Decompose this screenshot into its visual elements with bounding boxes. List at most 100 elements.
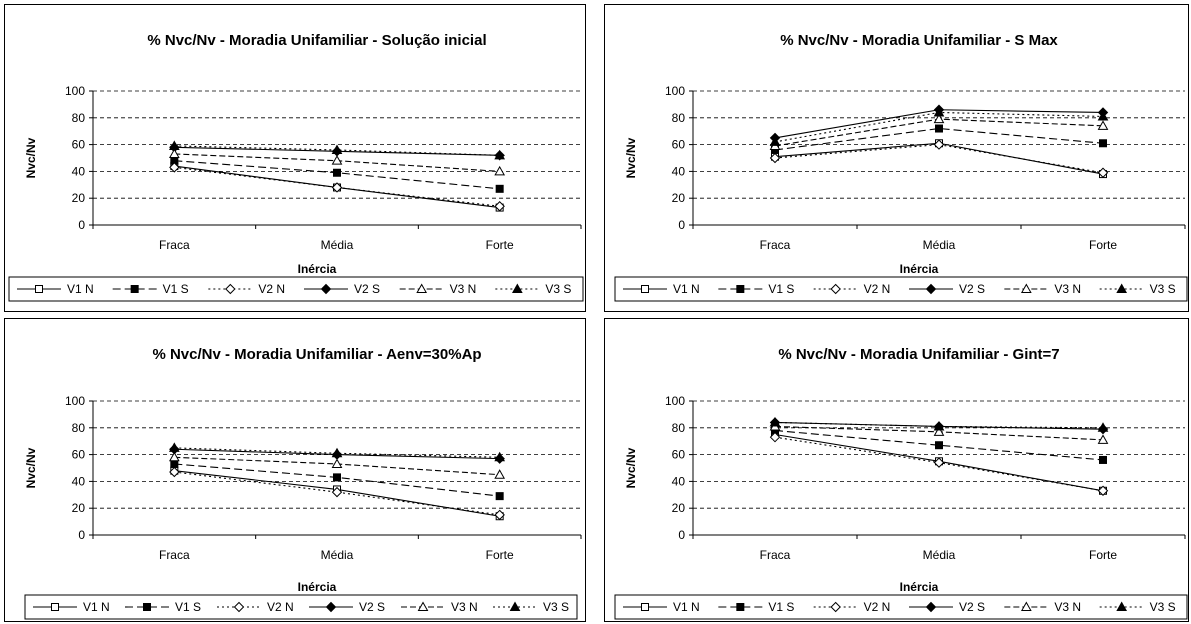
x-tick-label: Média	[923, 548, 956, 562]
legend-item-v3-n: V3 N	[1004, 600, 1081, 614]
y-tick-label: 100	[65, 84, 85, 98]
legend-item-v3-s: V3 S	[1099, 282, 1176, 296]
series-v2-n	[769, 431, 1109, 496]
legend-label: V1 S	[175, 600, 201, 614]
legend-box	[614, 594, 1188, 620]
data-point	[331, 447, 343, 458]
data-point	[333, 473, 341, 482]
legend-swatch-marker	[1020, 283, 1032, 293]
y-tick-label: 40	[72, 474, 86, 488]
legend-label: V1 N	[83, 600, 110, 614]
legend-label: V2 S	[959, 282, 985, 296]
y-tick-label: 60	[672, 448, 686, 462]
legend-swatch-marker	[1020, 601, 1032, 611]
series-line	[774, 429, 1104, 461]
x-tick-label: Forte	[486, 548, 514, 562]
legend-item-v2-s: V2 S	[309, 600, 385, 614]
legend-swatch-marker	[1116, 283, 1128, 293]
legend-label: V1 S	[768, 600, 794, 614]
series-line	[174, 145, 500, 156]
legend-swatch-marker	[736, 603, 745, 611]
legend-label: V1 S	[163, 282, 189, 296]
legend-swatch-marker	[143, 603, 151, 611]
legend-swatch-marker	[830, 283, 841, 295]
data-point	[933, 139, 945, 150]
legend-box	[8, 276, 584, 302]
legend-label: V3 N	[450, 282, 477, 296]
data-point	[494, 451, 506, 462]
line-chart: % Nvc/Nv - Moradia Unifamiliar - S Max 0 2…	[614, 32, 1188, 302]
data-point	[935, 124, 943, 133]
chart-title: % Nvc/Nv - Moradia Unifamiliar - Gint=7	[778, 346, 1059, 363]
legend: V1 N V1 S V2 N V2 S V3 N V3 S	[8, 276, 584, 302]
legend-item-v1-n: V1 N	[17, 282, 94, 296]
line-chart: % Nvc/Nv - Moradia Unifamiliar - Aenv=30…	[24, 346, 582, 620]
data-point	[1097, 485, 1109, 496]
y-tick-label: 40	[672, 164, 686, 178]
legend-item-v3-n: V3 N	[401, 600, 478, 614]
legend-label: V2 S	[359, 600, 385, 614]
legend-label: V3 N	[451, 600, 478, 614]
series-v3-n	[168, 148, 506, 176]
legend-swatch-marker	[325, 601, 337, 613]
legend-swatch-marker	[320, 283, 332, 295]
data-point	[331, 182, 343, 193]
chart-title: % Nvc/Nv - Moradia Unifamiliar - S Max	[780, 32, 1058, 49]
legend-item-v1-s: V1 S	[718, 600, 794, 614]
data-point	[935, 441, 943, 450]
y-tick-label: 100	[65, 394, 85, 408]
y-tick-label: 60	[672, 138, 686, 152]
y-tick-label: 100	[665, 394, 685, 408]
x-tick-label: Forte	[1089, 548, 1117, 562]
chart-panel-solucao-inicial: % Nvc/Nv - Moradia Unifamiliar - Solução…	[4, 4, 586, 312]
data-point	[168, 451, 180, 462]
legend-item-v1-n: V1 N	[33, 600, 110, 614]
data-point	[333, 168, 341, 177]
data-point	[1097, 120, 1109, 130]
legend-label: V2 S	[959, 600, 985, 614]
data-point	[933, 420, 945, 431]
series-v2-n	[169, 466, 505, 521]
y-tick-label: 20	[672, 191, 686, 205]
x-tick-label: Forte	[486, 238, 514, 252]
y-tick-label: 0	[78, 218, 85, 232]
data-point	[170, 459, 179, 468]
data-point	[933, 457, 945, 468]
data-point	[331, 458, 343, 468]
x-axis-label: Inércia	[900, 580, 939, 594]
x-tick-label: Fraca	[159, 238, 190, 252]
legend-label: V1 S	[768, 282, 794, 296]
data-point	[169, 466, 180, 478]
series-v3-n	[168, 451, 506, 479]
data-point	[331, 486, 343, 498]
legend-label: V3 S	[1150, 600, 1176, 614]
x-tick-label: Média	[321, 238, 354, 252]
legend-label: V3 N	[1054, 600, 1081, 614]
y-tick-label: 0	[678, 218, 685, 232]
legend-item-v1-s: V1 S	[112, 282, 189, 296]
legend-item-v2-n: V2 N	[217, 600, 294, 614]
y-tick-label: 60	[72, 138, 86, 152]
line-chart: % Nvc/Nv - Moradia Unifamiliar - Gint=7 0…	[614, 346, 1188, 620]
chart-title: % Nvc/Nv - Moradia Unifamiliar - Aenv=30…	[152, 346, 481, 363]
legend-swatch-marker	[509, 601, 521, 611]
legend-item-v3-n: V3 N	[1004, 282, 1081, 296]
legend-item-v3-s: V3 S	[1099, 600, 1176, 614]
legend-label: V3 S	[545, 282, 571, 296]
legend-item-v2-s: V2 S	[304, 282, 380, 296]
legend-label: V1 N	[673, 600, 700, 614]
y-tick-label: 80	[72, 111, 86, 125]
legend-label: V1 N	[673, 282, 700, 296]
legend-swatch-marker	[417, 601, 429, 611]
legend-item-v2-n: V2 N	[208, 282, 285, 296]
legend-label: V3 S	[543, 600, 569, 614]
legend-item-v3-s: V3 S	[495, 282, 571, 296]
legend-item-v2-n: V2 N	[813, 600, 890, 614]
chart-title: % Nvc/Nv - Moradia Unifamiliar - Solução…	[147, 32, 486, 49]
legend-item-v1-n: V1 N	[623, 282, 700, 296]
data-point	[494, 201, 505, 212]
legend-label: V1 N	[67, 282, 94, 296]
data-point	[495, 184, 504, 193]
data-point	[1099, 455, 1107, 464]
y-tick-label: 0	[678, 528, 685, 542]
